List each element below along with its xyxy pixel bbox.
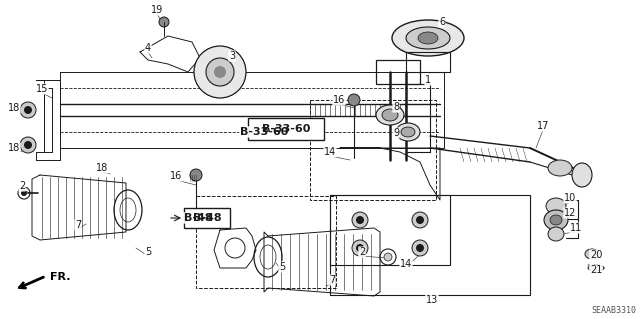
Ellipse shape [418,32,438,44]
Ellipse shape [548,160,572,176]
Text: B-33-60: B-33-60 [262,124,310,134]
Ellipse shape [548,227,564,241]
Text: 2: 2 [19,181,25,191]
Ellipse shape [21,190,27,196]
Bar [184,208,230,228]
Text: 17: 17 [537,121,549,131]
Text: 7: 7 [75,220,81,230]
Text: 16: 16 [333,95,345,105]
Text: 5: 5 [145,247,151,257]
Text: 12: 12 [564,208,576,218]
Ellipse shape [412,212,428,228]
Text: 1: 1 [425,75,431,85]
Text: SEAAB3310: SEAAB3310 [591,306,636,315]
Ellipse shape [376,105,404,125]
Ellipse shape [190,169,202,181]
Text: 16: 16 [170,171,182,181]
Ellipse shape [348,94,360,106]
Text: 9: 9 [393,128,399,138]
Ellipse shape [352,212,368,228]
Text: 20: 20 [590,250,602,260]
Ellipse shape [544,210,568,230]
Text: 19: 19 [151,5,163,15]
Ellipse shape [406,27,450,49]
Bar [406,52,450,72]
Ellipse shape [356,216,364,224]
Ellipse shape [20,137,36,153]
Text: 5: 5 [279,262,285,272]
Ellipse shape [24,141,32,149]
Ellipse shape [392,20,464,56]
Ellipse shape [588,265,604,271]
Bar [330,195,450,265]
Ellipse shape [356,244,364,252]
Ellipse shape [416,244,424,252]
Ellipse shape [396,123,420,141]
Text: 11: 11 [570,223,582,233]
Text: 8: 8 [393,102,399,112]
Ellipse shape [352,240,368,256]
Ellipse shape [206,58,234,86]
Bar [196,196,336,288]
Text: 18: 18 [8,103,20,113]
Ellipse shape [24,106,32,114]
Text: 2: 2 [359,247,365,257]
Text: 13: 13 [426,295,438,305]
Ellipse shape [401,127,415,137]
Bar [248,118,324,140]
Bar [330,195,530,295]
Text: 7: 7 [329,275,335,285]
Ellipse shape [384,253,392,261]
Text: 6: 6 [439,17,445,27]
Ellipse shape [214,66,226,78]
Text: 3: 3 [229,51,235,61]
Ellipse shape [20,102,36,118]
Text: 14: 14 [324,147,336,157]
Text: B-48: B-48 [184,213,212,223]
Ellipse shape [159,17,169,27]
Text: 21: 21 [590,265,602,275]
Ellipse shape [550,215,562,225]
Ellipse shape [382,109,398,121]
Text: B-48: B-48 [193,213,221,223]
Text: 18: 18 [96,163,108,173]
Ellipse shape [572,163,592,187]
Ellipse shape [416,216,424,224]
Text: 14: 14 [400,259,412,269]
Text: 10: 10 [564,193,576,203]
Text: 4: 4 [145,43,151,53]
Text: FR.: FR. [50,272,70,282]
Ellipse shape [585,249,599,259]
Text: 18: 18 [8,143,20,153]
Ellipse shape [412,240,428,256]
Ellipse shape [546,198,566,214]
Text: B-33-60: B-33-60 [240,127,288,137]
Bar [376,60,420,84]
Bar [310,100,436,200]
Text: 15: 15 [36,84,48,94]
Ellipse shape [194,46,246,98]
